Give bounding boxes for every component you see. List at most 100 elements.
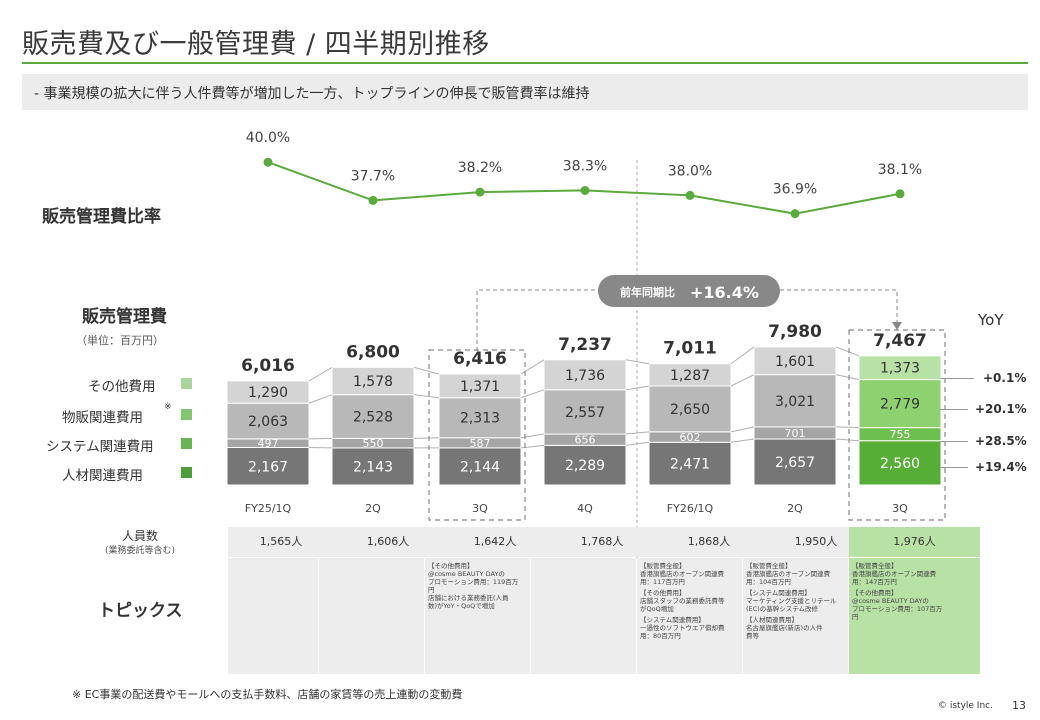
- headcount-cell-current: 1,976人: [849, 527, 980, 557]
- legend-label-system: システム関連費用: [46, 439, 154, 455]
- topic-cell: 【その他費用】 @cosme BEAUTY DAYの プロモーション費用：119百万…: [428, 562, 528, 672]
- topic-line: 用：80百万円: [640, 632, 681, 640]
- callout-arrowhead: [892, 322, 902, 330]
- headcount-row: 1,565人 1,606人 1,642人 1,768人 1,868人 1,950…: [228, 527, 980, 557]
- topics-cell-current: [849, 558, 980, 674]
- topic-line: 【販管費全般】: [746, 562, 792, 570]
- headcount-cell: 1,565人: [259, 535, 303, 548]
- bar-value-label: 2,167: [248, 459, 288, 475]
- bar-segment: [543, 389, 627, 435]
- topic-line: プロモーション費用：119百万: [428, 578, 519, 586]
- page-number: 13: [1012, 699, 1026, 712]
- yoy-callout: 前年同期比 +16.4%: [476, 275, 902, 351]
- bar-connector: [625, 441, 650, 446]
- bar-segment: [331, 394, 415, 439]
- bar-value-label: 587: [470, 437, 491, 450]
- topic-line: 香港旗艦店のオープン関連費: [640, 570, 725, 578]
- ratio-label: 38.0%: [668, 163, 712, 179]
- legend-label-product: 物販関連費用: [62, 410, 143, 426]
- bar-value-label: 1,736: [565, 368, 605, 384]
- bar-connector: [730, 374, 755, 387]
- topic-line: 【システム関連費用】: [640, 616, 705, 624]
- topics-divider: [848, 558, 849, 674]
- topic-line: 数)がYoY・QoQで増加: [428, 602, 495, 610]
- ratio-label: 38.1%: [878, 162, 922, 178]
- bar-value-label: 2,650: [670, 402, 710, 418]
- bar-value-label: 2,313: [460, 411, 500, 427]
- bar-segment: [648, 363, 732, 387]
- bar-connector: [625, 431, 650, 435]
- bar-connector: [520, 389, 545, 399]
- legend-note-product: ※: [164, 402, 172, 412]
- bar-connector: [308, 394, 333, 404]
- bar-segment: [543, 359, 627, 391]
- bar-value-label: 2,143: [353, 460, 393, 476]
- ratio-line-chart: 40.0% 37.7% 38.2% 38.3% 38.0% 36.9% 38.1%: [246, 130, 922, 219]
- bar-value-label: 1,287: [670, 368, 710, 384]
- bar-total-label: 7,237: [558, 335, 612, 355]
- yoy-value-other: +0.1%: [983, 371, 1027, 385]
- ratio-label: 37.7%: [351, 168, 395, 184]
- title-divider: [22, 62, 1028, 64]
- callout-prefix: 前年同期比: [620, 285, 675, 299]
- bar-connector: [730, 438, 755, 443]
- category-label: 2Q: [365, 502, 381, 515]
- bar-segment: [543, 444, 627, 486]
- headcount-cell: 1,642人: [473, 535, 517, 548]
- headcount-label: 人員数: [121, 529, 158, 543]
- topic-line: 店舗スタッフの業務委託費等: [640, 597, 725, 605]
- ratio-label: 38.2%: [458, 160, 502, 176]
- topics-divider: [318, 558, 319, 674]
- topics-divider: [424, 558, 425, 674]
- ratio-point: [263, 157, 273, 167]
- topic-line: 円: [852, 613, 859, 621]
- bar-segment: [648, 385, 732, 433]
- legend-swatch-product: [181, 409, 192, 420]
- bar-segment: [858, 355, 942, 381]
- legend-label-other: その他費用: [88, 379, 156, 395]
- bar-connector: [625, 385, 650, 391]
- topic-line: 香港旗艦店のオープン関連費: [746, 570, 831, 578]
- bar-connector: [308, 437, 333, 440]
- bar-value-label: 2,471: [670, 457, 710, 473]
- topic-line: 【その他費用】: [852, 589, 898, 597]
- unit-label: （単位：百万円）: [76, 334, 164, 347]
- yoy-line-system: [940, 441, 968, 442]
- headcount-cell: 1,606人: [366, 535, 410, 548]
- bar-connector: [835, 438, 860, 442]
- bar-value-label: 2,144: [460, 460, 500, 476]
- bar-value-label: 1,601: [775, 354, 815, 370]
- bar-value-label: 656: [575, 434, 596, 447]
- subtitle-banner: ‐ 事業規模の拡大に伴う人件費等が増加した一方、トップラインの伸長で販管費率は維…: [22, 74, 1028, 110]
- headcount-cell: 1,768人: [580, 535, 624, 548]
- copyright: © istyle Inc.: [938, 701, 993, 711]
- topic-line: (EC)の基幹システム改修: [746, 605, 819, 613]
- bar-value-label: 1,290: [248, 385, 288, 401]
- bar-segment: [226, 447, 310, 486]
- topic-line: 【その他費用】: [428, 562, 474, 570]
- topic-line: 円: [428, 586, 435, 594]
- bar-connector: [413, 437, 440, 439]
- headcount-cell: 1,950人: [794, 535, 838, 548]
- topic-line: 【販管費全般】: [640, 562, 686, 570]
- category-label: 4Q: [577, 502, 593, 515]
- ratio-label: 40.0%: [246, 130, 290, 146]
- bar-total-label: 7,467: [873, 331, 927, 351]
- footnote: ※ EC事業の配送費やモールへの支払手数料、店舗の家賃等の売上連動の変動費: [72, 688, 463, 701]
- topic-line: がQoQ増加: [640, 605, 674, 613]
- bar-value-label: 2,560: [880, 456, 920, 472]
- legend-label-hr: 人材関連費用: [62, 468, 143, 484]
- topics-divider: [636, 558, 637, 674]
- yoy-line-hr: [940, 467, 968, 468]
- bar-value-label: 2,557: [565, 405, 605, 421]
- bar-value-label: 2,289: [565, 458, 605, 474]
- bar-connector: [835, 426, 860, 429]
- topics-divider: [530, 558, 531, 674]
- callout-box: [598, 275, 780, 307]
- bar-segment: [858, 379, 942, 429]
- bar-connector: [730, 426, 755, 433]
- bar-segment: [753, 438, 837, 486]
- topic-cell: 【販管費全般】 香港旗艦店のオープン関連費 用：104百万円 【システム関連費用】 マー…: [746, 562, 846, 672]
- legend-swatch-other: [181, 378, 192, 389]
- yoy-line-other: [940, 378, 974, 379]
